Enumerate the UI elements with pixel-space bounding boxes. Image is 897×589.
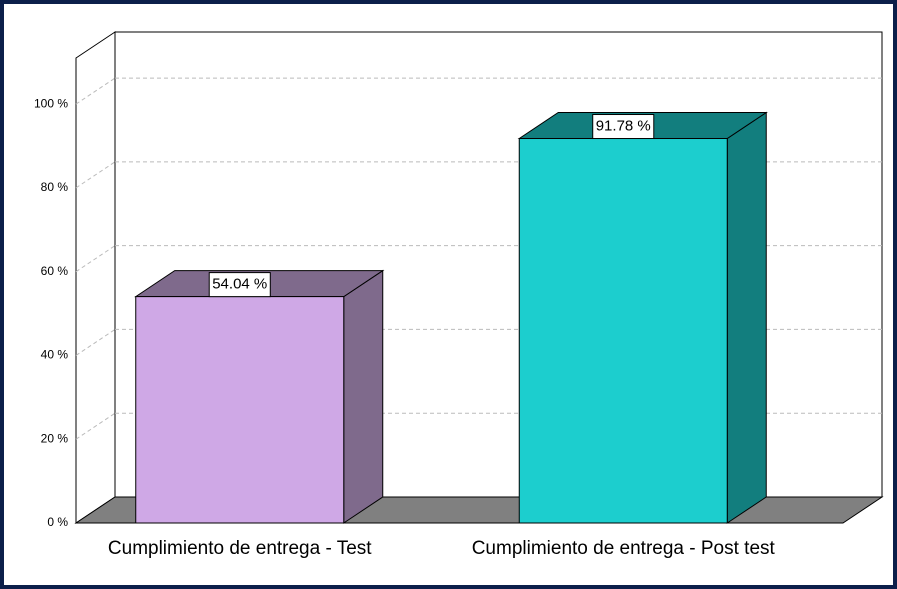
left-wall	[75, 31, 116, 524]
bar-side	[343, 269, 384, 524]
grid-line	[75, 245, 116, 273]
y-tick-label: 20 %	[41, 431, 69, 445]
grid-line	[75, 412, 116, 440]
bar	[135, 296, 345, 524]
y-tick-label: 0 %	[47, 515, 68, 529]
bar	[518, 138, 728, 524]
y-tick-label: 40 %	[41, 348, 69, 362]
grid-line	[75, 329, 116, 356]
x-tick-label: Cumplimiento de entrega - Post test	[472, 538, 776, 559]
x-tick-label: Cumplimiento de entrega - Test	[108, 538, 372, 559]
value-label-box	[592, 114, 655, 140]
y-tick-label: 60 %	[41, 264, 69, 278]
y-tick-label: 100 %	[34, 96, 68, 110]
y-tick-label: 80 %	[41, 180, 69, 194]
value-label: 54.04 %	[212, 276, 267, 293]
grid-line	[75, 161, 116, 189]
value-label-box	[208, 272, 271, 298]
grid-line	[75, 77, 116, 105]
value-label: 91.78 %	[596, 117, 651, 134]
bar-side	[726, 111, 767, 524]
